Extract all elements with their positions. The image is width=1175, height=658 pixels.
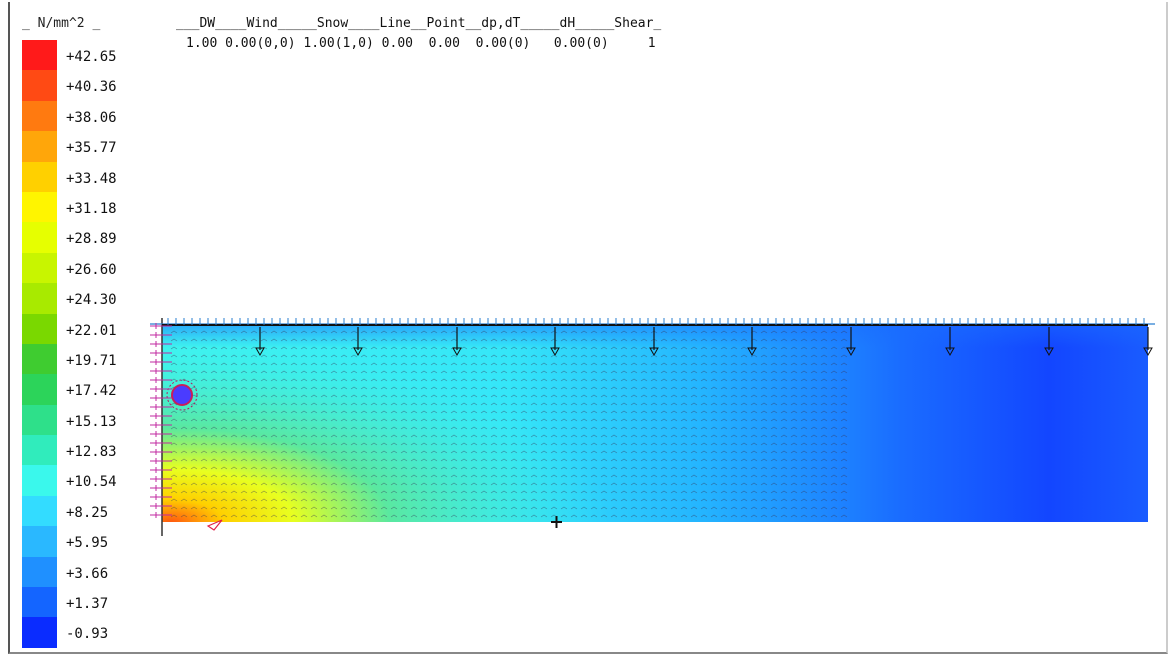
legend-row: +28.89 <box>22 222 142 253</box>
legend-swatch <box>22 131 57 162</box>
viewer-frame <box>8 2 1168 654</box>
legend-row: +42.65 <box>22 40 142 71</box>
load-arrow <box>255 327 265 357</box>
legend-row: +31.18 <box>22 191 142 223</box>
legend-value: +15.13 <box>66 413 117 430</box>
load-arrow <box>1044 327 1054 357</box>
legend-swatch <box>22 465 57 496</box>
legend-row: +3.66 <box>22 556 142 588</box>
legend-value: +5.95 <box>66 535 109 552</box>
legend-swatch <box>22 343 57 375</box>
legend-value: +12.83 <box>66 444 117 461</box>
support-hole-ring <box>166 379 198 411</box>
center-cross-marker <box>551 516 562 528</box>
legend-row: +8.25 <box>22 495 142 527</box>
legend-swatch <box>22 556 57 588</box>
legend-value: +3.66 <box>66 565 109 582</box>
legend-swatch <box>22 40 57 71</box>
legend-value: +42.65 <box>66 49 117 65</box>
legend-swatch <box>22 617 57 648</box>
legend-swatch <box>22 283 57 314</box>
legend-value: +24.30 <box>66 292 117 309</box>
legend-value: +1.37 <box>66 596 109 613</box>
bottom-support-marker <box>206 519 223 531</box>
legend-value: +40.36 <box>66 79 117 96</box>
legend-row: +26.60 <box>22 252 142 284</box>
legend-row: +1.37 <box>22 587 142 618</box>
legend-swatch <box>22 222 57 253</box>
legend-swatch <box>22 70 57 101</box>
legend-swatch <box>22 252 57 284</box>
legend-value: +10.54 <box>66 474 117 491</box>
legend-row: +38.06 <box>22 100 142 132</box>
legend-swatch <box>22 374 57 405</box>
legend-swatch <box>22 191 57 223</box>
legend-row: +33.48 <box>22 161 142 192</box>
load-arrow <box>550 327 560 357</box>
support-hole <box>171 384 193 406</box>
legend-swatch <box>22 495 57 527</box>
legend-value: +22.01 <box>66 322 117 339</box>
legend-value: +19.71 <box>66 352 117 369</box>
legend-value: +31.18 <box>66 200 117 217</box>
legend-value: +38.06 <box>66 109 117 126</box>
legend-swatch <box>22 100 57 132</box>
legend-row: +22.01 <box>22 313 142 344</box>
legend-value: +33.48 <box>66 170 117 187</box>
legend-row: +40.36 <box>22 70 142 101</box>
load-arrow <box>945 327 955 357</box>
legend-value: +35.77 <box>66 140 117 157</box>
legend-row: +10.54 <box>22 465 142 496</box>
top-edge-ticks <box>167 318 1145 325</box>
legend-row: +17.42 <box>22 374 142 405</box>
load-arrows <box>255 327 1153 357</box>
legend-row: +19.71 <box>22 343 142 375</box>
legend-row: +5.95 <box>22 526 142 557</box>
legend-swatch <box>22 435 57 466</box>
beam-hatch <box>170 330 850 520</box>
legend-unit-label: _ N/mm^2 _ <box>22 16 101 31</box>
load-arrow <box>452 327 462 357</box>
load-case-header: ___DW____Wind_____Snow____Line__Point__d… <box>176 16 662 31</box>
load-arrow <box>846 327 856 357</box>
load-arrow <box>1143 327 1153 357</box>
legend-value: +26.60 <box>66 261 117 278</box>
legend-row: -0.93 <box>22 617 142 648</box>
left-support-symbols <box>150 323 223 531</box>
stress-color-legend: +42.65 +40.36 +38.06 +35.77 +33.48 +31.18 +28.… <box>22 40 142 648</box>
legend-row: +35.77 <box>22 131 142 162</box>
legend-value: -0.93 <box>66 626 109 643</box>
legend-swatch <box>22 313 57 344</box>
load-case-values: 1.00 0.00(0,0) 1.00(1,0) 0.00 0.00 0.00(… <box>186 36 656 51</box>
legend-swatch <box>22 161 57 192</box>
legend-value: +17.42 <box>66 383 117 400</box>
legend-swatch <box>22 587 57 618</box>
legend-row: +15.13 <box>22 404 142 436</box>
legend-value: +28.89 <box>66 231 117 248</box>
load-arrow <box>353 327 363 357</box>
legend-value: +8.25 <box>66 504 109 521</box>
legend-swatch <box>22 526 57 557</box>
load-arrow <box>649 327 659 357</box>
load-arrow <box>747 327 757 357</box>
legend-swatch <box>22 404 57 436</box>
legend-row: +12.83 <box>22 435 142 466</box>
legend-row: +24.30 <box>22 283 142 314</box>
